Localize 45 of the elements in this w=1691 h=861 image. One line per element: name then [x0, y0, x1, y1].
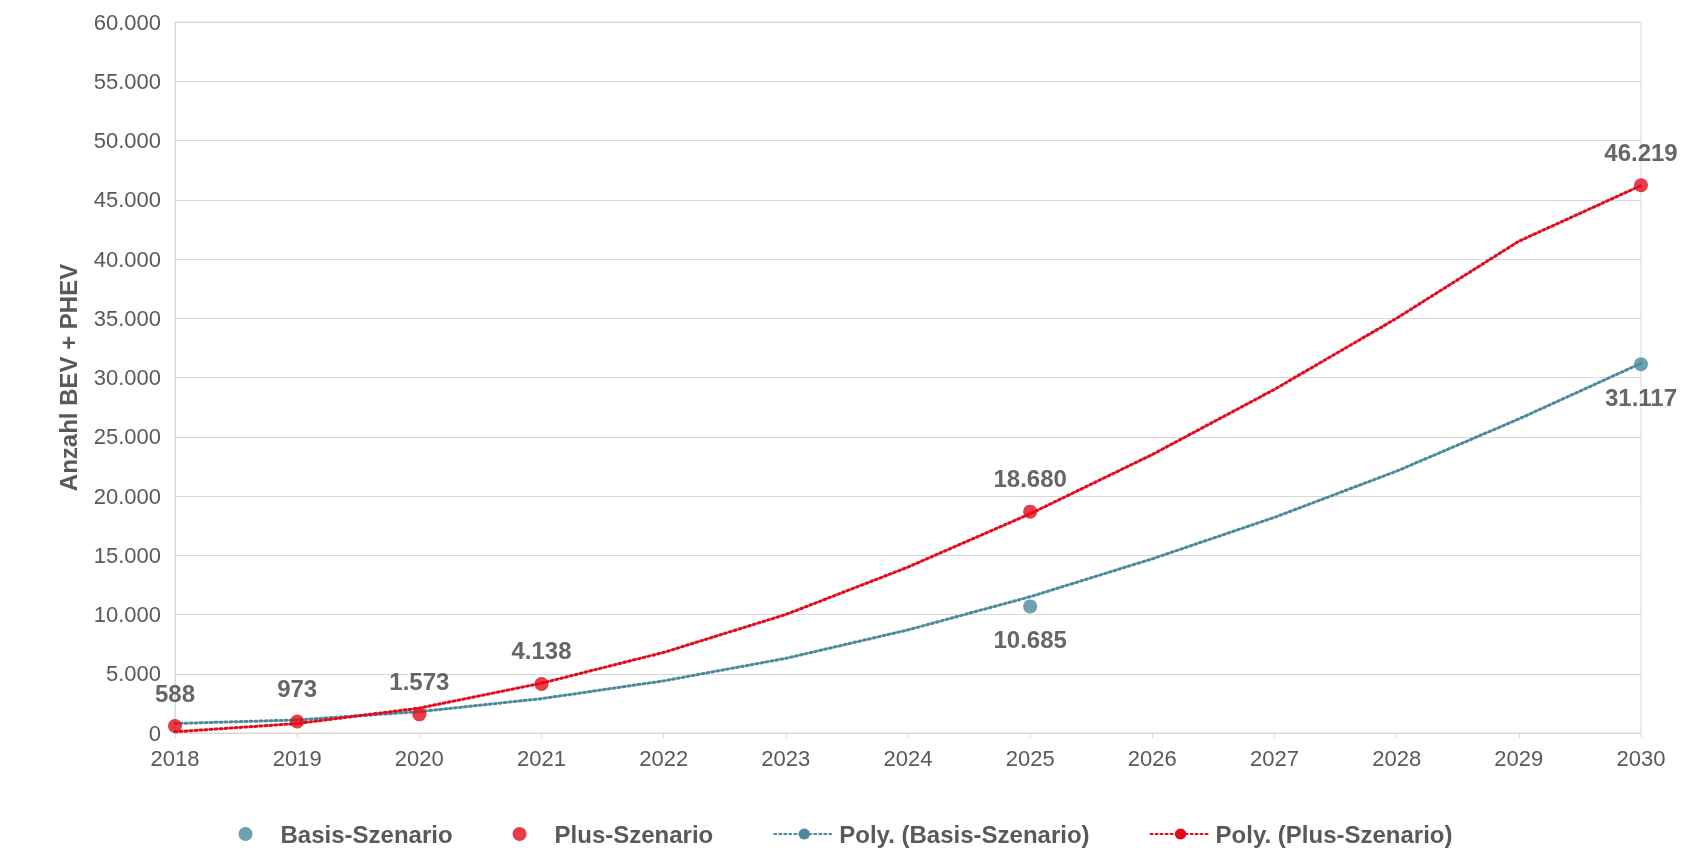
data-label: 10.685: [993, 625, 1067, 653]
y-tick-label: 45.000: [93, 187, 161, 213]
data-label: 1.573: [389, 667, 450, 695]
point: [168, 719, 182, 734]
data-label: 4.138: [511, 637, 572, 665]
data-label: 18.680: [993, 465, 1067, 493]
legend-label: Basis-Szenario: [280, 820, 453, 848]
x-tick-label: 2029: [1494, 745, 1544, 771]
y-axis-title: Anzahl BEV + PHEV: [54, 263, 82, 492]
y-tick-label: 15.000: [93, 542, 161, 568]
point: [1023, 599, 1038, 614]
x-tick-label: 2028: [1372, 745, 1422, 771]
x-tick-label: 2027: [1250, 745, 1299, 771]
x-tick-label: 2022: [639, 745, 689, 771]
point: [1634, 357, 1648, 372]
legend-label: Poly. (Basis-Szenario): [839, 820, 1090, 848]
data-label: 973: [277, 674, 318, 702]
x-tick-label: 2019: [272, 745, 322, 771]
y-tick-label: 60.000: [93, 9, 161, 35]
x-tick-label: 2024: [883, 745, 933, 771]
y-tick-label: 25.000: [93, 424, 161, 450]
y-tick-label: 35.000: [93, 305, 161, 331]
data-label: 31.117: [1604, 383, 1678, 411]
y-tick-label: 0: [148, 720, 161, 746]
x-tick-label: 2026: [1127, 745, 1177, 771]
x-tick-label: 2021: [517, 745, 566, 771]
data-label: 46.219: [1604, 138, 1678, 166]
point: [412, 707, 427, 722]
y-tick-label: 20.000: [93, 483, 161, 509]
point: [290, 714, 305, 729]
legend-label: Plus-Szenario: [554, 820, 714, 848]
x-tick-label: 2020: [394, 745, 444, 771]
y-tick-label: 40.000: [93, 246, 161, 272]
x-tick-label: 2030: [1616, 745, 1666, 771]
point: [1023, 504, 1038, 519]
x-tick-label: 2018: [150, 745, 200, 771]
point: [534, 676, 549, 691]
point: [1634, 178, 1648, 193]
x-tick-label: 2025: [1005, 745, 1055, 771]
y-tick-label: 30.000: [93, 365, 161, 390]
legend-label: Poly. (Plus-Szenario): [1215, 820, 1453, 848]
x-tick-label: 2023: [761, 745, 811, 771]
y-tick-label: 10.000: [93, 602, 161, 627]
y-tick-label: 55.000: [93, 68, 161, 94]
y-tick-label: 50.000: [93, 128, 161, 153]
